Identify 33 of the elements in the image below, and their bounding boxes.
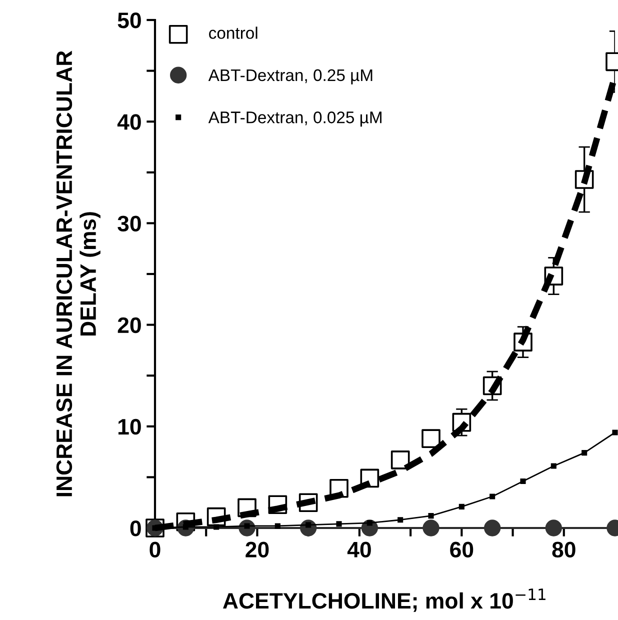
point <box>484 520 501 536</box>
point <box>550 463 556 469</box>
y-tick-label: 0 <box>130 520 141 536</box>
x-tick-label: 80 <box>552 542 576 558</box>
point <box>422 520 440 536</box>
legend-label: control <box>209 26 258 39</box>
y-tick-label: 10 <box>118 418 141 435</box>
x-tick-label: 60 <box>450 542 474 558</box>
point <box>545 520 562 536</box>
point <box>390 450 410 470</box>
legend-label: ABT-Dextran, 0.025 µM <box>208 112 382 127</box>
point <box>490 494 496 500</box>
point <box>398 517 404 523</box>
point <box>428 513 434 519</box>
x-tick-label: 40 <box>347 542 371 558</box>
x-axis-title: ACETYLCHOLINE; mol x 10$^{−11}$ <box>222 588 546 612</box>
point <box>214 524 220 530</box>
point <box>520 478 526 484</box>
point <box>582 450 588 456</box>
x-tick-label: 20 <box>246 542 269 558</box>
y-tick-label: 20 <box>118 317 141 334</box>
y-tick-label: 30 <box>118 216 141 232</box>
y-axis-title: INCREASE IN AURICULAR-VENTRICULAR DELAY (ms) <box>56 50 100 496</box>
point <box>336 521 342 527</box>
point <box>366 520 372 526</box>
point <box>612 430 618 436</box>
x-tick-label: 0 <box>150 542 160 558</box>
y-tick-label: 40 <box>117 114 141 130</box>
legend-label: ABT-Dextran, 0.25 µM <box>208 69 372 84</box>
point <box>458 504 464 510</box>
y-tick-label: 50 <box>118 12 141 28</box>
point <box>422 429 440 448</box>
point <box>274 523 280 529</box>
